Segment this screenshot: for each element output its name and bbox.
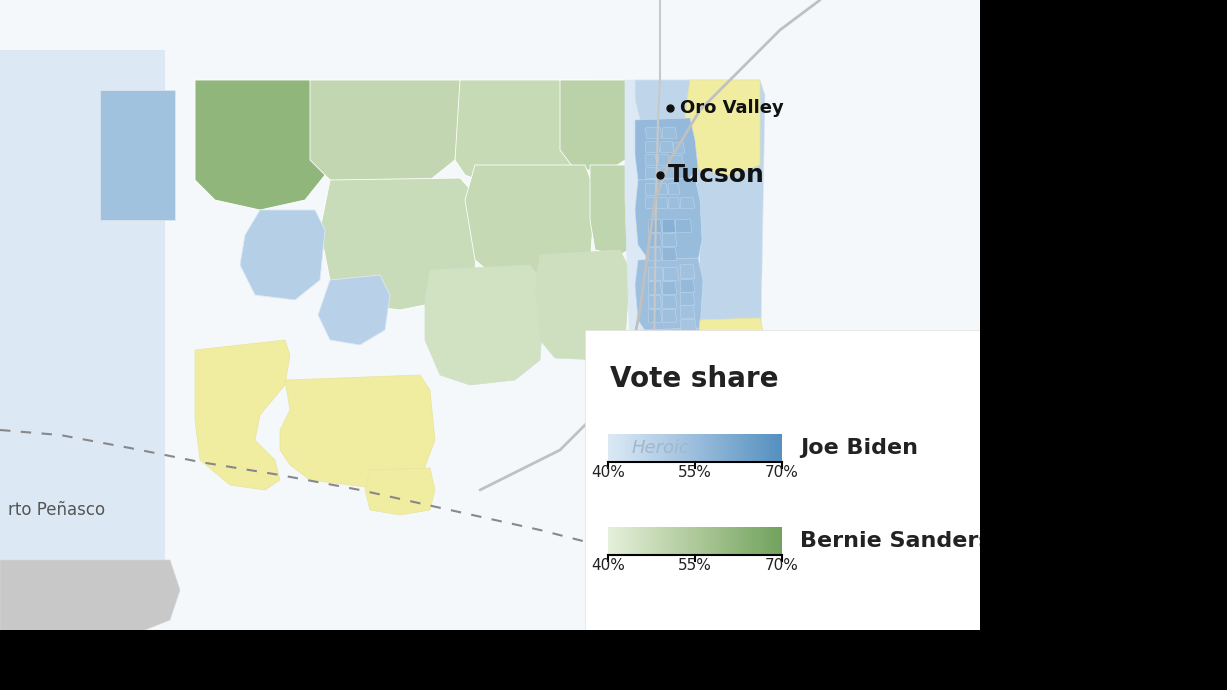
Polygon shape: [680, 305, 694, 319]
Polygon shape: [663, 281, 677, 295]
Polygon shape: [240, 210, 325, 300]
Text: 70%: 70%: [766, 465, 799, 480]
Polygon shape: [680, 319, 697, 335]
Polygon shape: [648, 247, 663, 261]
Text: Oro Valley: Oro Valley: [680, 99, 784, 117]
Polygon shape: [535, 250, 629, 360]
Polygon shape: [636, 80, 764, 415]
Polygon shape: [648, 281, 663, 295]
Polygon shape: [980, 0, 1227, 690]
Polygon shape: [364, 468, 436, 515]
Text: rto Peñasco: rto Peñasco: [9, 501, 106, 519]
Polygon shape: [680, 292, 694, 306]
Polygon shape: [663, 247, 677, 261]
Polygon shape: [702, 378, 720, 412]
Text: Joe Biden: Joe Biden: [800, 438, 918, 458]
Polygon shape: [672, 142, 685, 154]
Polygon shape: [645, 127, 663, 139]
Polygon shape: [670, 155, 683, 166]
Text: Tucson: Tucson: [667, 163, 764, 187]
Polygon shape: [698, 318, 764, 400]
Text: 70%: 70%: [766, 558, 799, 573]
Polygon shape: [0, 630, 980, 690]
Polygon shape: [656, 183, 667, 195]
Polygon shape: [680, 197, 694, 209]
Polygon shape: [663, 295, 677, 309]
Polygon shape: [0, 0, 980, 630]
Polygon shape: [663, 267, 679, 281]
Polygon shape: [667, 197, 680, 209]
FancyBboxPatch shape: [585, 330, 980, 630]
Polygon shape: [560, 80, 645, 170]
Polygon shape: [663, 219, 676, 233]
Polygon shape: [195, 80, 330, 210]
Polygon shape: [425, 265, 545, 385]
Text: 40%: 40%: [591, 558, 625, 573]
Polygon shape: [636, 178, 702, 265]
Text: Heroic: Heroic: [631, 439, 688, 457]
Polygon shape: [645, 141, 660, 153]
Polygon shape: [195, 340, 290, 490]
Polygon shape: [663, 309, 677, 323]
Polygon shape: [0, 50, 164, 620]
Polygon shape: [625, 80, 725, 415]
Polygon shape: [648, 295, 663, 309]
Polygon shape: [0, 560, 180, 645]
Polygon shape: [645, 183, 656, 196]
Polygon shape: [660, 141, 674, 153]
Polygon shape: [310, 80, 465, 185]
Polygon shape: [465, 165, 595, 290]
Polygon shape: [663, 233, 677, 247]
Polygon shape: [318, 275, 390, 345]
Polygon shape: [667, 183, 680, 195]
Polygon shape: [648, 309, 663, 323]
Polygon shape: [638, 328, 706, 400]
Polygon shape: [320, 178, 480, 310]
Polygon shape: [685, 80, 760, 175]
Polygon shape: [656, 197, 667, 209]
Text: 55%: 55%: [679, 558, 712, 573]
Text: 55%: 55%: [679, 465, 712, 480]
Text: Bernie Sanders: Bernie Sanders: [800, 531, 991, 551]
Polygon shape: [645, 167, 660, 179]
Polygon shape: [658, 154, 670, 166]
Text: 40%: 40%: [591, 465, 625, 480]
Polygon shape: [680, 279, 694, 293]
Polygon shape: [636, 118, 698, 185]
Polygon shape: [455, 80, 595, 190]
Polygon shape: [648, 219, 663, 233]
Text: Vote share: Vote share: [610, 365, 778, 393]
Polygon shape: [675, 219, 692, 233]
Polygon shape: [680, 264, 694, 279]
Polygon shape: [99, 90, 175, 220]
Polygon shape: [636, 258, 703, 340]
Polygon shape: [648, 267, 664, 281]
Polygon shape: [590, 165, 650, 255]
Polygon shape: [718, 385, 795, 450]
Polygon shape: [280, 375, 436, 490]
Polygon shape: [645, 197, 656, 209]
Text: Sierra Vista: Sierra Vista: [870, 431, 966, 449]
Polygon shape: [645, 154, 656, 166]
Polygon shape: [663, 127, 677, 139]
Polygon shape: [648, 233, 663, 247]
Polygon shape: [660, 167, 675, 179]
